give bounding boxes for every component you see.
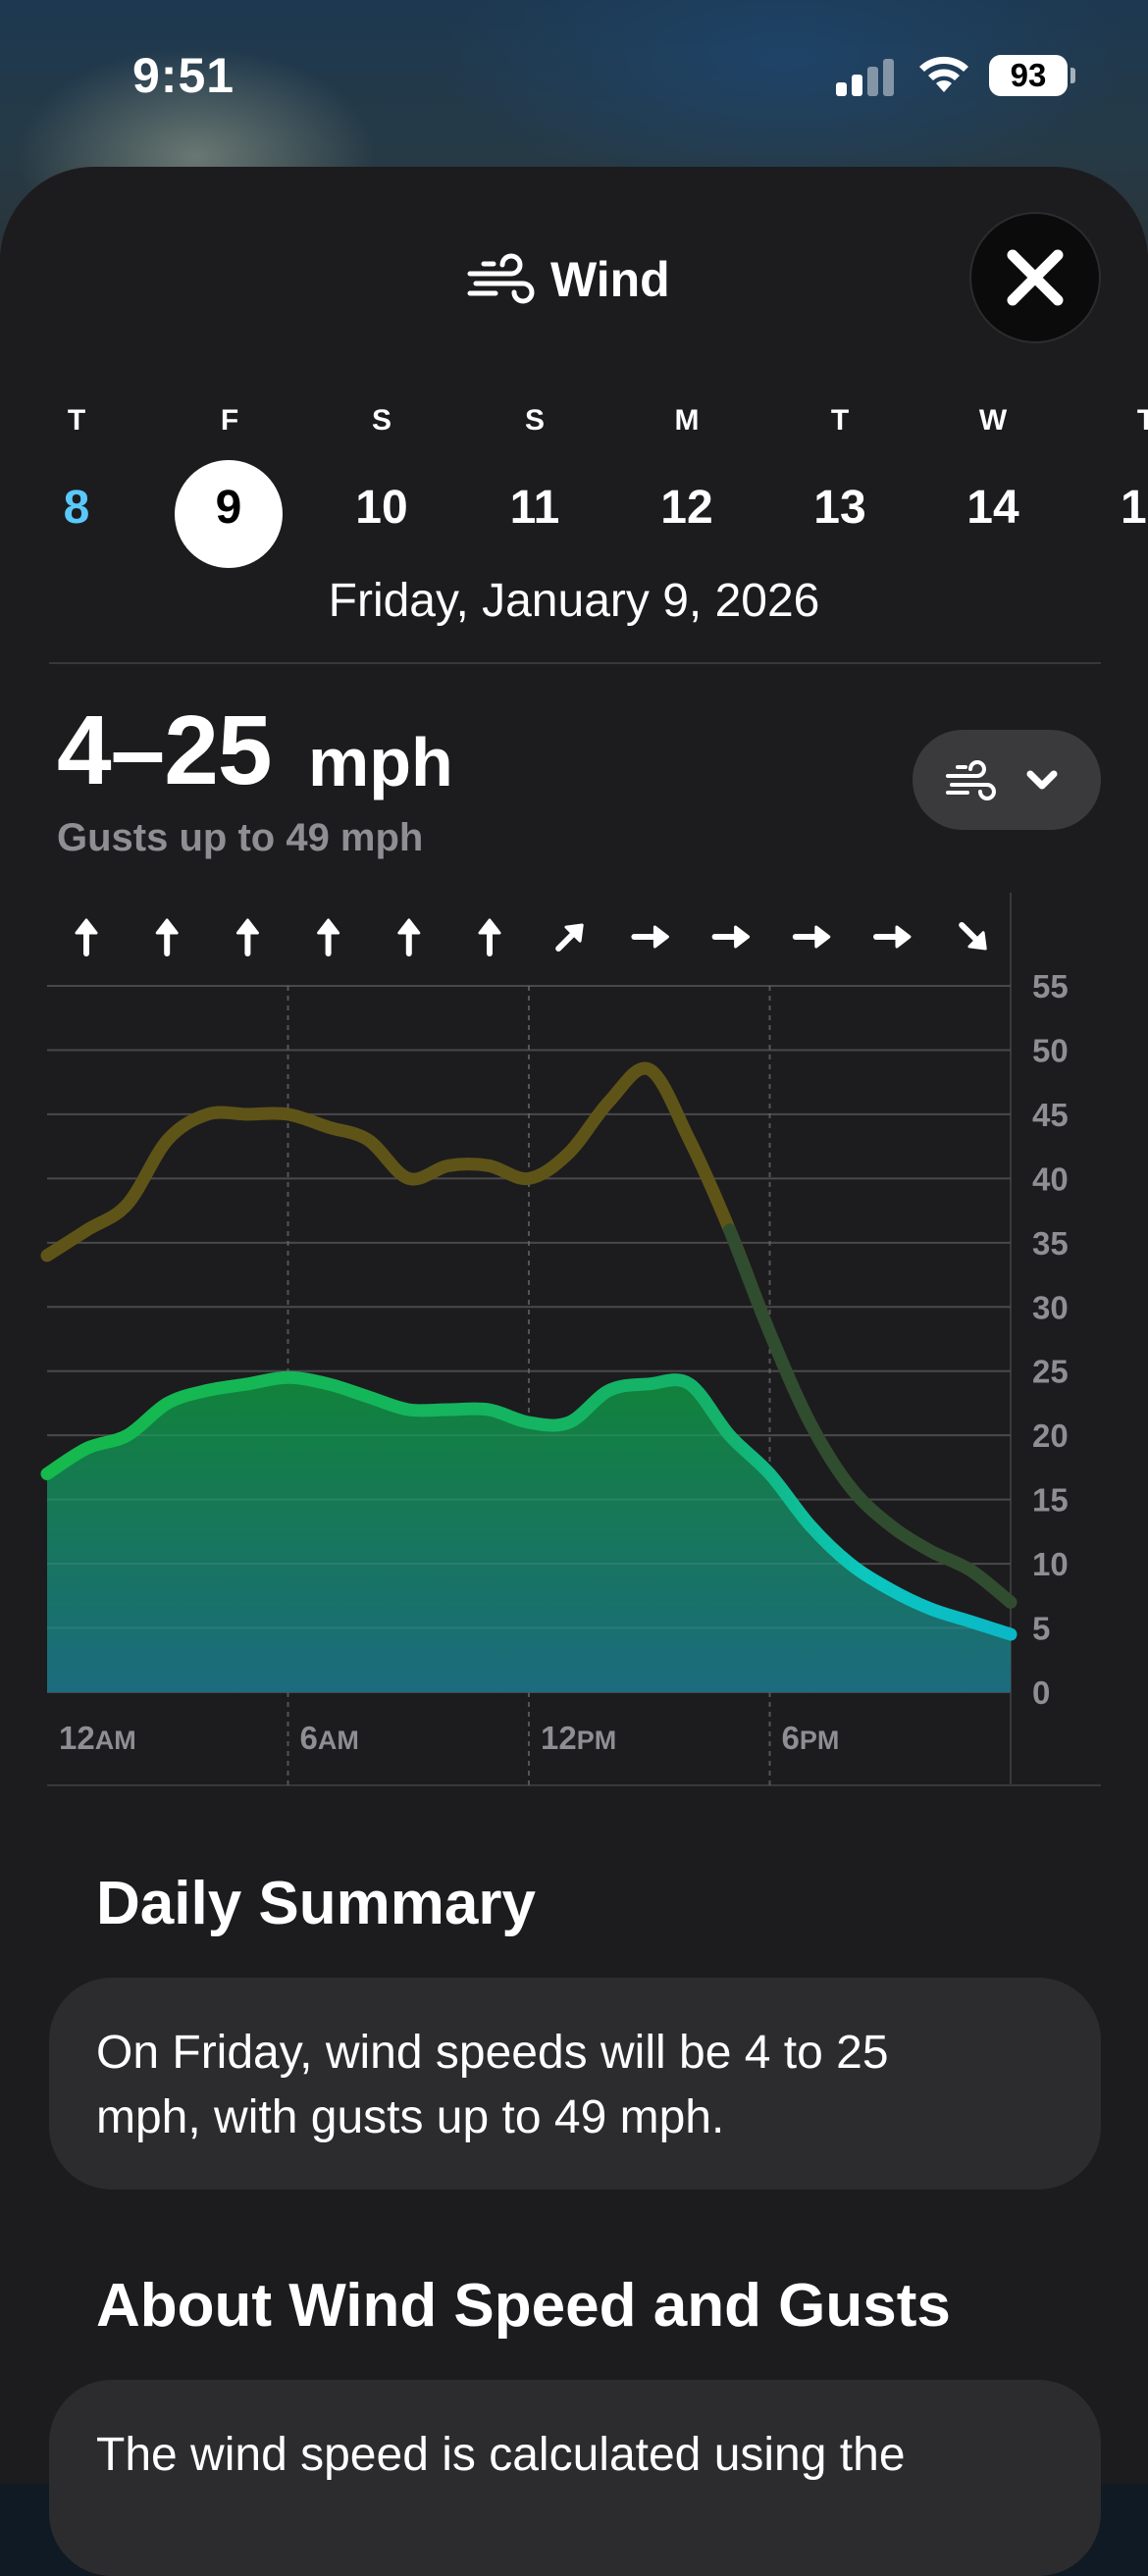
y-tick-label: 25 [1032,1354,1069,1390]
wind-range-value: 4–25 [57,696,272,805]
wind-direction-arrow-icon [959,921,987,951]
y-tick-label: 15 [1032,1482,1069,1519]
day-letter: T [830,404,850,437]
wind-range-unit: mph [308,724,453,800]
wind-chart: 0 5 10 15 20 25 30 35 40 45 50 55 12AM 6AM 12PM 6PM [40,893,1101,1786]
chart-mode-menu-button[interactable] [913,730,1101,830]
sheet-header: Wind [466,240,670,319]
wind-direction-arrow-icon [155,918,179,956]
y-tick-label: 55 [1032,968,1069,1005]
sheet-title: Wind [550,252,670,307]
wind-icon [467,253,535,304]
wind-direction-arrow-icon [75,918,98,956]
x-tick-label: 12PM [541,1720,616,1756]
wind-direction-arrow-icon [478,918,501,956]
day-letter: S [524,404,545,437]
divider [49,662,1101,664]
battery-indicator: 93 [989,55,1068,96]
daily-summary-text: On Friday, wind speeds will be 4 to 25 m… [96,2027,889,2143]
wind-direction-arrow-icon [235,918,259,956]
about-wind-title: About Wind Speed and Gusts [96,2272,951,2340]
wind-direction-arrow-icon [873,925,912,949]
day-letter: S [371,404,391,437]
x-tick-label: 12AM [59,1720,136,1756]
day-button-14[interactable]: 14 [966,482,1019,534]
wind-icon [946,760,996,800]
day-letter: T [1136,404,1148,437]
battery-nub [1070,68,1075,83]
chart-labels: 0 5 10 15 20 25 30 35 40 45 50 55 12AM 6AM 12PM 6PM [59,968,1069,1756]
selected-day-indicator [175,460,283,568]
gusts-label: Gusts up to 49 mph [57,816,424,859]
menu-button-icons [946,760,1058,800]
about-wind-card: The wind speed is calculated using the [49,2380,1101,2576]
y-tick-label: 50 [1032,1032,1069,1068]
y-tick-label: 20 [1032,1417,1069,1454]
wind-direction-arrow-icon [555,923,584,953]
day-letter: T [67,404,86,437]
x-tick-label: 6AM [300,1720,359,1756]
wind-direction-arrow-icon [631,925,669,949]
y-tick-label: 10 [1032,1546,1069,1582]
wind-direction-arrow-icon [792,925,831,949]
status-bar: 9:51 93 [0,0,1148,157]
y-tick-label: 45 [1032,1097,1069,1133]
day-button-8[interactable]: 8 [63,482,90,534]
close-button[interactable] [971,214,1099,341]
day-button-10[interactable]: 10 [355,482,408,534]
gusts-line-tail [723,1223,1018,1609]
day-button-9[interactable]: 9 [215,482,242,534]
wind-area [47,1377,1011,1692]
day-button-15[interactable]: 15 [1121,482,1148,534]
close-icon [1007,249,1064,306]
day-letter: M [674,404,700,437]
y-tick-label: 40 [1032,1160,1069,1197]
day-button-13[interactable]: 13 [813,482,866,534]
about-wind-text: The wind speed is calculated using the [96,2429,906,2481]
y-tick-label: 35 [1032,1225,1069,1262]
wind-line [40,1370,1018,1641]
day-letter: W [978,404,1008,437]
selected-date-label: Friday, January 9, 2026 [328,575,820,627]
wind-direction-arrow-icon [397,918,421,956]
wind-direction-arrow-icon [317,918,340,956]
day-button-12[interactable]: 12 [660,482,713,534]
x-tick-label: 6PM [782,1720,840,1756]
status-time: 9:51 [132,48,235,103]
daily-summary-card: On Friday, wind speeds will be 4 to 25 m… [49,1978,1101,2190]
wind-direction-arrow-icon [711,925,751,949]
direction-arrows [75,918,987,956]
y-tick-label: 5 [1032,1611,1050,1647]
day-letter: F [220,404,239,437]
daily-summary-title: Daily Summary [96,1870,536,1937]
chart-lines [40,1061,1018,1641]
chevron-down-icon [1026,770,1058,790]
y-tick-label: 0 [1032,1674,1050,1711]
cellular-signal-icon [836,57,897,96]
y-tick-label: 30 [1032,1289,1069,1325]
wifi-icon [919,56,968,92]
day-button-11[interactable]: 11 [509,482,560,534]
